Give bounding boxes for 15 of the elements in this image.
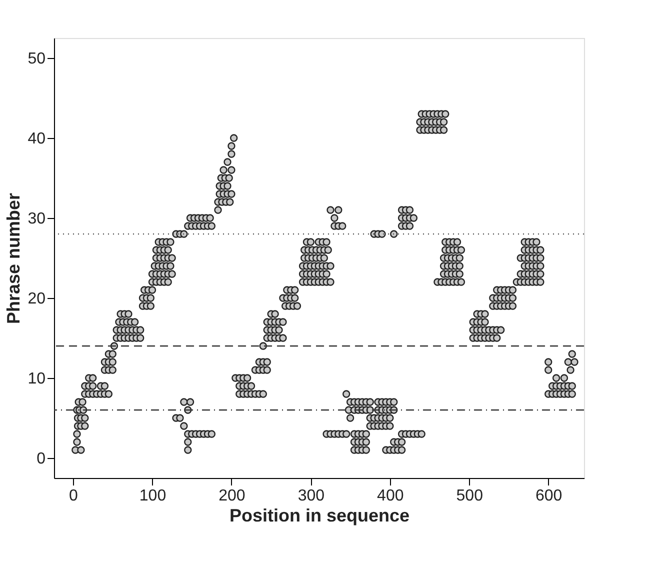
x-tick-label: 300 — [298, 488, 325, 504]
x-tick-label: 200 — [218, 488, 246, 504]
x-tick-label: 400 — [377, 488, 404, 504]
y-tick-label: 20 — [28, 290, 46, 308]
y-tick-label: 30 — [28, 210, 46, 228]
x-tick-label: 500 — [456, 488, 484, 504]
x-tick-label: 600 — [536, 488, 562, 504]
y-tick-label: 10 — [28, 370, 46, 388]
y-tick-label: 0 — [36, 450, 46, 468]
y-tick-label: 50 — [28, 50, 46, 68]
x-tick-label: 100 — [139, 488, 166, 504]
x-axis-title: Position in sequence — [229, 506, 410, 526]
x-tick-label: 0 — [69, 488, 78, 504]
y-tick-label: 40 — [28, 130, 46, 148]
y-axis-title: Phrase number — [4, 192, 24, 324]
